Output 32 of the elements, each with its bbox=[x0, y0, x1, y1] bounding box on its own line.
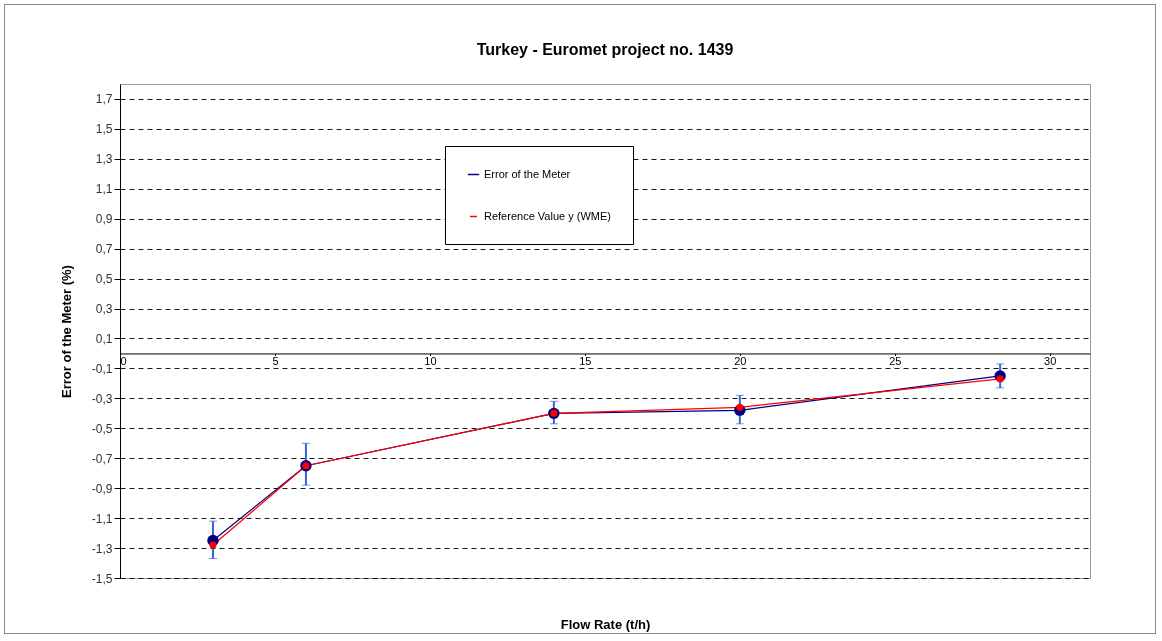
x-tick-label: 25 bbox=[889, 354, 902, 367]
y-tick-label: -0,9 bbox=[91, 481, 113, 496]
x-tick-label: 20 bbox=[734, 354, 747, 367]
chart-title: Turkey - Euromet project no. 1439 bbox=[476, 41, 734, 58]
y-tick-label: -1,1 bbox=[91, 511, 113, 526]
y-tick-label: -1,3 bbox=[91, 541, 113, 556]
x-tick-label: 10 bbox=[424, 354, 437, 367]
y-tick-label: -0,1 bbox=[91, 361, 113, 376]
legend-label: Error of the Meter bbox=[484, 167, 571, 180]
y-tick-label: -0,3 bbox=[91, 391, 113, 406]
y-tick-label: 0,5 bbox=[95, 272, 113, 287]
y-tick-label: 1,5 bbox=[95, 122, 113, 137]
y-tick-label: -0,7 bbox=[91, 451, 113, 466]
y-tick-label: 0,3 bbox=[95, 302, 113, 317]
y-tick-label: 0,1 bbox=[95, 331, 113, 346]
x-tick-label: 30 bbox=[1044, 354, 1057, 367]
y-tick-label: 1,7 bbox=[95, 92, 113, 107]
x-tick-label: 15 bbox=[579, 354, 592, 367]
y-tick-label: -1,5 bbox=[91, 571, 113, 586]
legend-label: Reference Value y (WME) bbox=[484, 209, 611, 222]
y-tick-label: 1,3 bbox=[95, 152, 113, 167]
point bbox=[736, 403, 744, 411]
x-axis-title: Flow Rate (t/h) bbox=[560, 616, 651, 632]
y-tick-label: 0,7 bbox=[95, 242, 113, 257]
y-tick-label: -0,5 bbox=[91, 421, 113, 436]
x-tick-label: 5 bbox=[272, 354, 279, 367]
point bbox=[209, 541, 217, 549]
y-axis-title: Error of the Meter (%) bbox=[58, 265, 74, 398]
y-tick-label: 1,1 bbox=[95, 182, 113, 197]
x-tick-label: 0 bbox=[120, 354, 127, 367]
y-tick-label: 0,9 bbox=[95, 212, 113, 227]
point bbox=[996, 375, 1004, 383]
